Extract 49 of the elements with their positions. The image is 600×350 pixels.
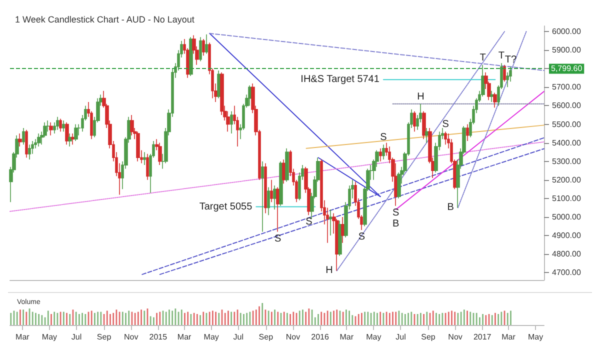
- x-tick-label: May: [528, 332, 544, 342]
- annotation: S: [392, 207, 400, 218]
- x-tick-label: Jul: [233, 332, 244, 342]
- annotation: H: [326, 265, 333, 276]
- x-tick-label: May: [204, 332, 219, 342]
- annotation: IH&S Target 5741: [300, 74, 380, 86]
- x-tick-label: 2017: [473, 332, 492, 342]
- annotation: H: [417, 91, 424, 102]
- ref-line-label: 5,799.60: [551, 64, 583, 74]
- x-tick-label: Mar: [177, 332, 192, 342]
- annotation: S: [274, 233, 282, 244]
- y-tick-label: 5200.00: [552, 175, 582, 184]
- y-tick-label: 5600.00: [552, 101, 582, 110]
- y-tick-label: 5300.00: [552, 156, 582, 166]
- x-tick-label: 2016: [311, 332, 330, 342]
- y-tick-label: 6000.00: [552, 27, 582, 36]
- annotation: Target 5055: [199, 201, 253, 212]
- x-tick-label: May: [366, 332, 382, 342]
- x-tick-label: Nov: [448, 332, 462, 342]
- x-tick-label: Mar: [502, 332, 516, 342]
- x-tick-label: Mar: [340, 332, 354, 342]
- y-tick-label: 5100.00: [552, 194, 582, 203]
- annotation: B: [392, 218, 400, 230]
- y-tick-label: 5000.00: [552, 212, 582, 222]
- annotation: S: [306, 216, 313, 228]
- x-tick-label: Jul: [71, 332, 82, 342]
- x-tick-label: Jul: [396, 332, 406, 342]
- y-tick-label: 5900.00: [552, 46, 582, 55]
- annotation: B: [447, 202, 454, 214]
- x-tick-label: May: [42, 332, 58, 342]
- chart-title: 1 Week Candlestick Chart - AUD - No Layout: [15, 14, 195, 24]
- x-tick-label: Sep: [421, 332, 436, 342]
- y-tick-label: 4700.00: [552, 268, 582, 278]
- x-tick-label: Sep: [96, 332, 112, 342]
- y-tick-label: 4800.00: [552, 250, 582, 259]
- annotation: T?: [504, 54, 518, 66]
- annotation: T: [480, 52, 486, 64]
- x-tick-label: 2015: [149, 332, 168, 342]
- x-tick-label: Nov: [124, 332, 138, 342]
- y-tick-label: 5500.00: [552, 120, 582, 129]
- y-tick-label: 5400.00: [552, 138, 582, 148]
- annotation: S: [380, 132, 388, 144]
- x-tick-label: Nov: [286, 332, 300, 342]
- annotation: T: [498, 50, 504, 62]
- x-tick-label: Sep: [258, 332, 274, 342]
- x-tick-label: Mar: [16, 332, 30, 342]
- y-tick-label: 4900.00: [552, 231, 582, 240]
- y-tick-label: 5700.00: [552, 82, 582, 92]
- annotation: S: [442, 119, 450, 130]
